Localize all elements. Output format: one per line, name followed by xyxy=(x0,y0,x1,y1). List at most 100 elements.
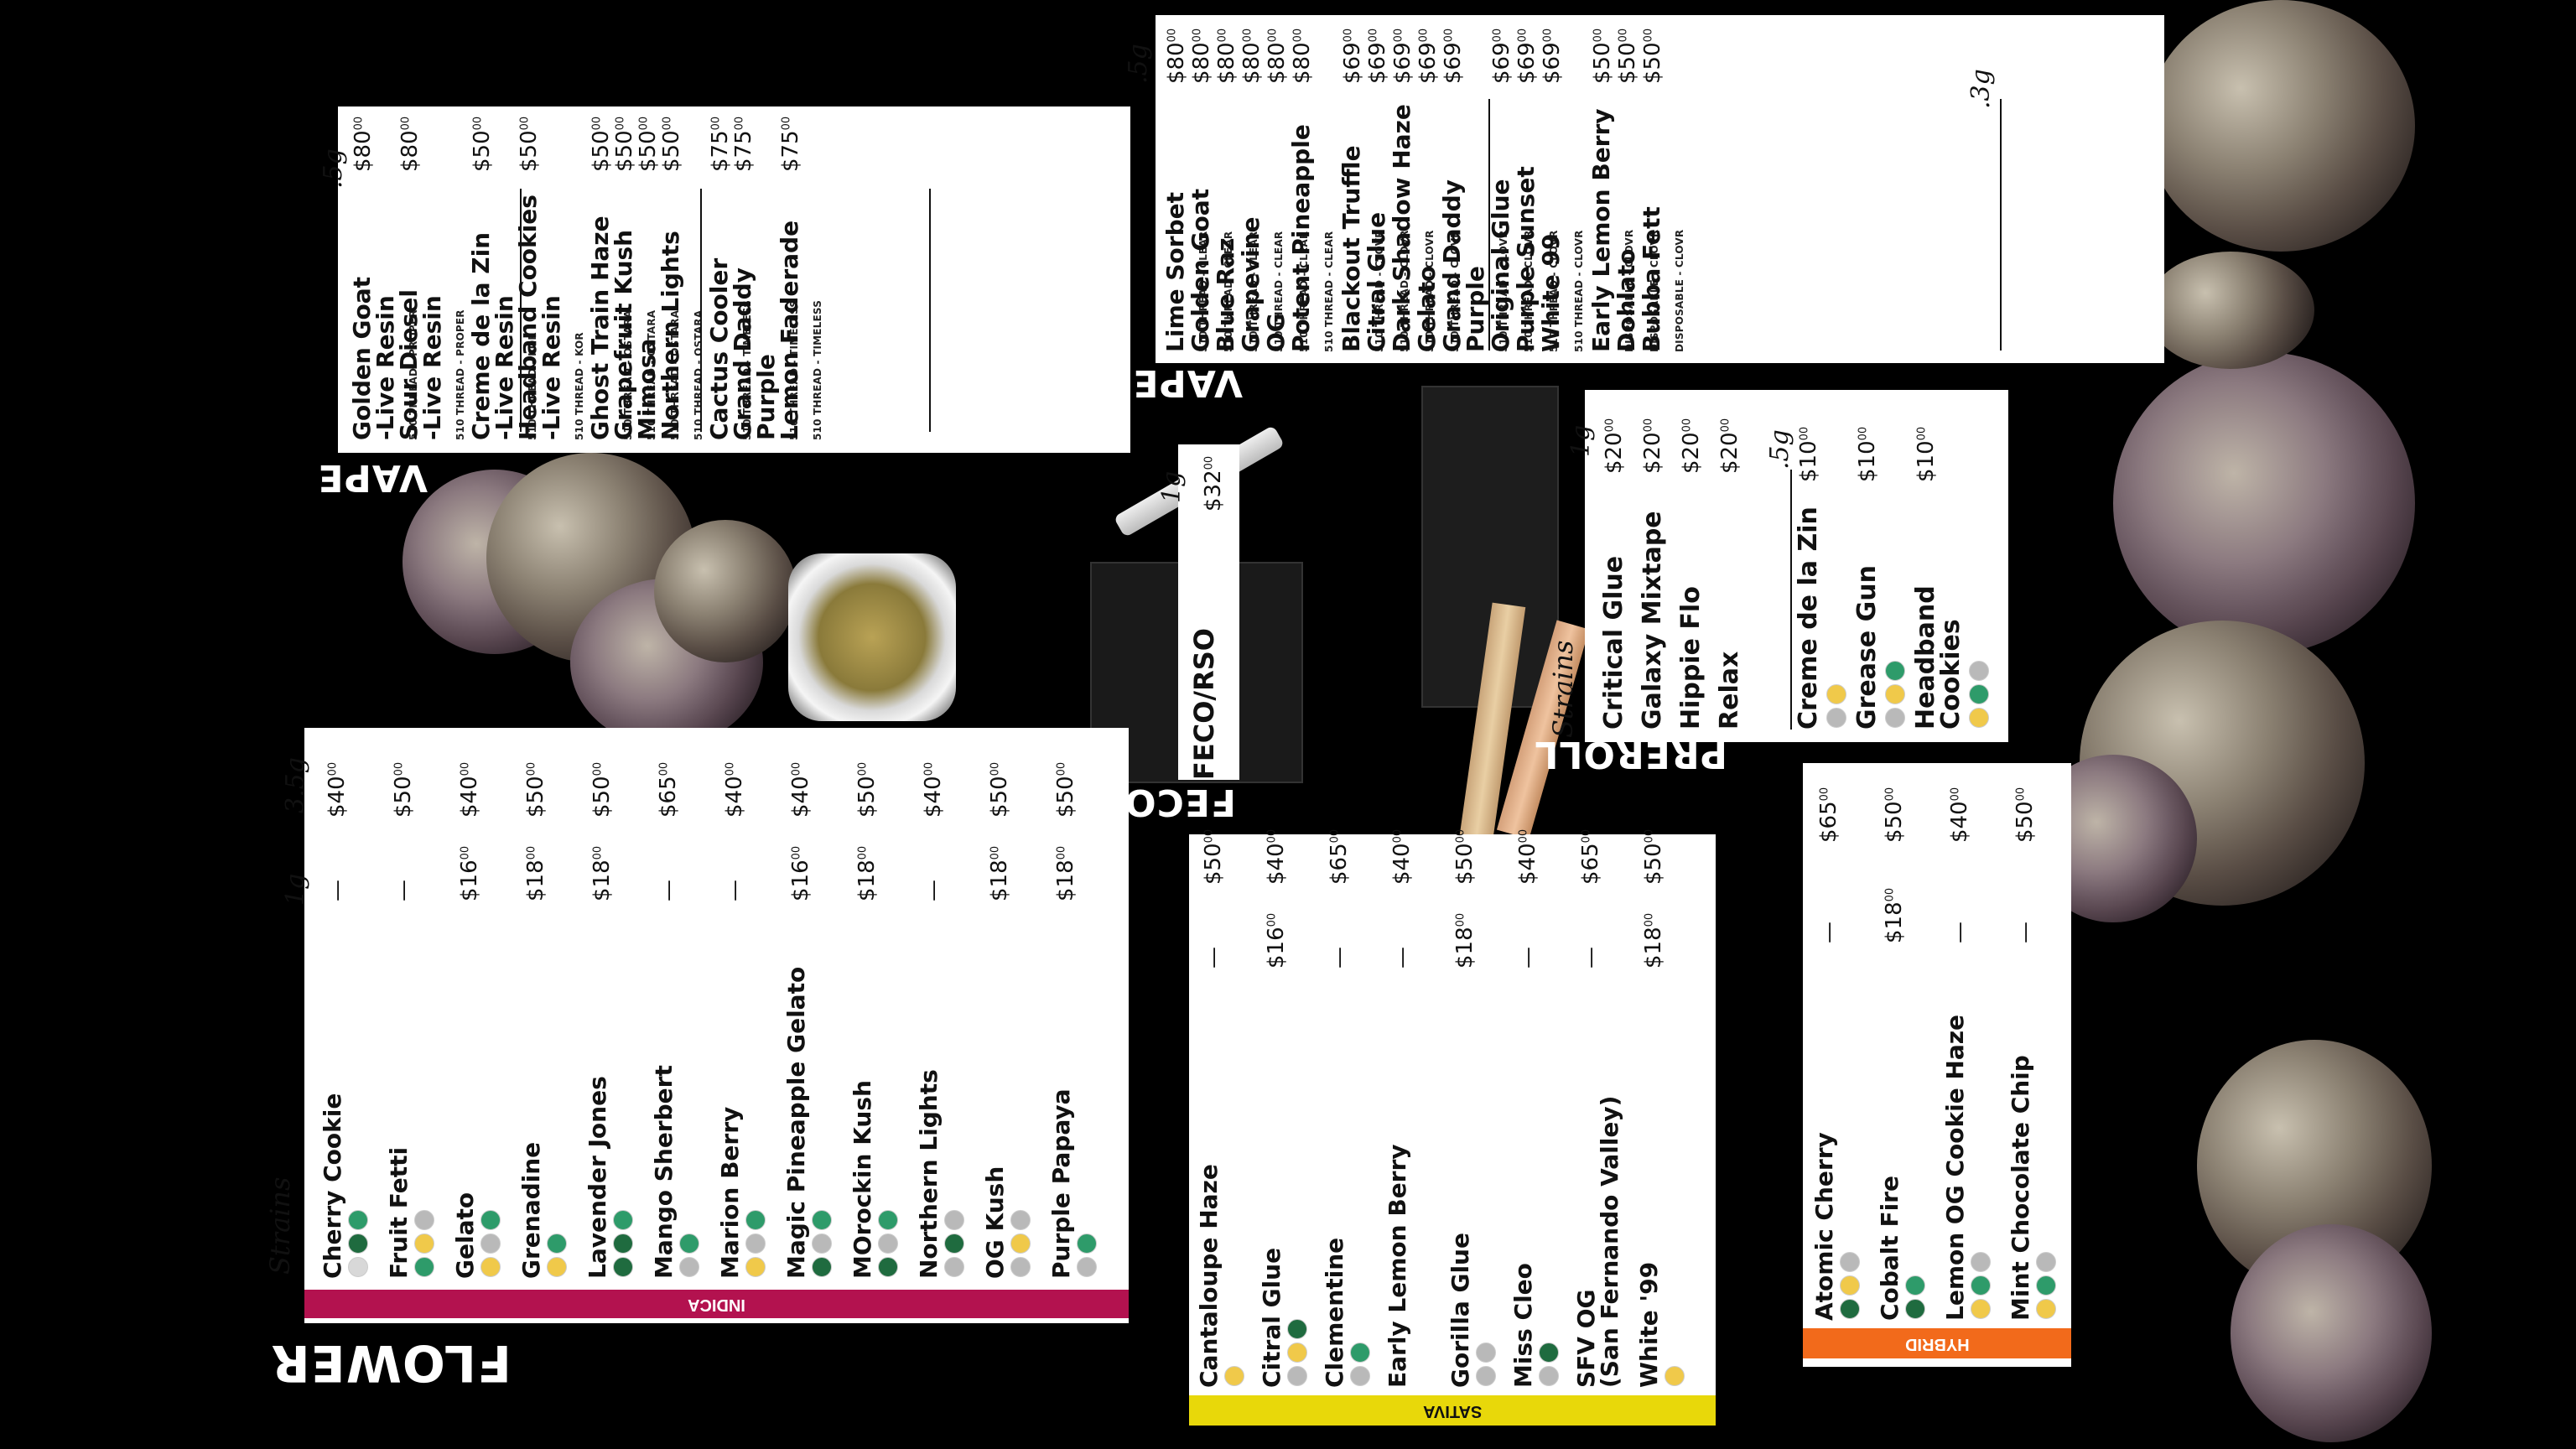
strain-name[interactable]: Fruit Fetti xyxy=(385,1147,413,1279)
vape-item[interactable]: Sour Diesel -Live Resin 510 THREAD - PROPE… xyxy=(395,289,468,440)
price-dollars: $18 xyxy=(1452,927,1478,969)
strain-name[interactable]: Atomic Cherry xyxy=(1810,1132,1838,1321)
grape-icon xyxy=(944,1210,964,1230)
leaf-icon xyxy=(348,1210,368,1230)
strain-name[interactable]: Mango Sherbert xyxy=(650,1065,678,1279)
strain-name[interactable]: Early Lemon Berry xyxy=(1384,1144,1411,1388)
vape-price: $5000 xyxy=(589,117,614,172)
price-1g: — xyxy=(1327,947,1352,969)
vape-item[interactable]: Bubba Fett DISPOSABLE - CLOVR xyxy=(1638,206,1687,352)
strain-name[interactable]: White '99 xyxy=(1635,1262,1663,1388)
preroll-price: $2000 xyxy=(1602,418,1627,474)
preroll-item[interactable]: Headband Cookies xyxy=(1911,585,1966,730)
price-cents: 00 xyxy=(1516,28,1530,43)
strain-name[interactable]: OG Kush xyxy=(981,1166,1009,1279)
strain-name[interactable]: Purple Papaya xyxy=(1047,1088,1075,1279)
vape-item[interactable]: Lemon Faderade 510 THREAD - TIMELESS xyxy=(776,221,825,440)
strain-name[interactable]: Northern Lights xyxy=(915,1069,943,1279)
price-dollars: $18 xyxy=(854,860,880,901)
strain-name[interactable]: Magic Pineapple Gelato xyxy=(782,967,810,1279)
tree-icon xyxy=(944,1233,964,1254)
price-dollars: $69 xyxy=(1390,42,1415,84)
price-3-5g: $4000 xyxy=(1947,787,1972,843)
vape-name: White 99 xyxy=(1537,233,1565,352)
strain-name-text: Grenadine xyxy=(517,1141,545,1279)
price-dollars: $50 xyxy=(612,130,637,172)
price-cents: 00 xyxy=(1883,887,1897,902)
price-3-5g: $5000 xyxy=(987,762,1012,818)
price-cents: 00 xyxy=(790,761,803,776)
strain-name[interactable]: Lavender Jones xyxy=(584,1076,611,1279)
preroll-item[interactable]: Hippie Flo xyxy=(1676,586,1706,730)
divider xyxy=(1790,470,1792,730)
strain-name[interactable]: MOrockin Kush xyxy=(849,1080,876,1279)
preroll-item[interactable]: Creme de la Zin xyxy=(1794,506,1823,730)
strain-name[interactable]: Miss Cleo xyxy=(1509,1263,1537,1388)
price-cents: 00 xyxy=(1643,828,1656,844)
strain-icons xyxy=(1969,659,1989,730)
vape-item[interactable]: Potent Pineapple 510 THREAD - CLEAR xyxy=(1287,124,1337,352)
grape-icon xyxy=(414,1210,434,1230)
strain-name[interactable]: Citral Glue xyxy=(1258,1248,1285,1388)
vape-name-line2: -Live Resin xyxy=(538,295,565,440)
strain-name[interactable]: Gelato xyxy=(451,1192,479,1279)
preroll-item[interactable]: Critical Glue xyxy=(1599,556,1628,730)
strain-icons xyxy=(1077,1232,1097,1279)
strain-name[interactable]: Mint Chocolate Chip xyxy=(2007,1055,2034,1321)
strain-name[interactable]: Lemon OG Cookie Haze xyxy=(1941,1015,1969,1321)
preroll-price: $1000 xyxy=(1914,427,1939,482)
tree-icon xyxy=(1840,1299,1860,1319)
price-cents: 00 xyxy=(1949,787,1962,802)
strain-name[interactable]: Clementine xyxy=(1321,1238,1348,1388)
strain-name[interactable]: Marion Berry xyxy=(716,1107,744,1279)
price-dash: — xyxy=(1327,947,1352,969)
strain-name-text: Cherry Cookie xyxy=(319,1093,346,1279)
price-dash: — xyxy=(1201,947,1226,969)
price-cents: 00 xyxy=(989,845,1002,860)
price-cents: 00 xyxy=(922,761,936,776)
price-cents: 00 xyxy=(657,761,671,776)
preroll-item[interactable]: Relax xyxy=(1715,652,1744,730)
hybrid-band-label: HYBRID xyxy=(1904,1334,1970,1353)
vape-name: Golden Goat xyxy=(1187,188,1214,352)
vape-name: Bubba Fett xyxy=(1638,206,1665,352)
weight-label-vape-left: .5g xyxy=(319,148,348,189)
price-cents: 00 xyxy=(1517,828,1530,844)
strain-name-text: Gelato xyxy=(451,1192,479,1279)
strain-icons xyxy=(1224,1364,1244,1388)
strain-icons xyxy=(613,1208,633,1279)
strain-name[interactable]: SFV OG (San Fernando Valley) xyxy=(1572,1096,1623,1388)
price-1g: — xyxy=(1578,947,1603,969)
divider xyxy=(2000,99,2002,351)
pineapple-icon xyxy=(414,1233,434,1254)
strain-name[interactable]: Cantaloupe Haze xyxy=(1195,1164,1223,1388)
price-cents: 00 xyxy=(856,845,870,860)
strain-icons xyxy=(1010,1208,1031,1279)
preroll-item[interactable]: Grease Gun xyxy=(1852,565,1882,730)
preroll-item[interactable]: Galaxy Mixtape xyxy=(1638,511,1667,730)
price-cents: 00 xyxy=(1191,28,1204,43)
section-title-vape-right: VAPE xyxy=(1132,361,1243,404)
vape-name: Dark Shadow Haze xyxy=(1388,104,1415,352)
strain-name[interactable]: Cobalt Fire xyxy=(1876,1176,1903,1321)
vape-item[interactable]: White 99 510 THREAD - CLOVR xyxy=(1537,230,1587,352)
price-cents: 00 xyxy=(1642,28,1655,43)
vape-item[interactable]: Northern Lights 510 THREAD - OSTARA xyxy=(657,231,706,440)
strain-name[interactable]: Cherry Cookie xyxy=(319,1093,346,1279)
pineapple-icon xyxy=(2036,1299,2056,1319)
flower-bud-image xyxy=(654,520,797,662)
strain-icons xyxy=(1840,1250,1860,1321)
vape-price: $6900 xyxy=(1415,29,1441,84)
price-1g: — xyxy=(325,880,350,901)
price-1g: $1600 xyxy=(1264,913,1289,969)
price-cents: 00 xyxy=(1454,828,1467,844)
strain-name[interactable]: Gorilla Glue xyxy=(1446,1233,1474,1388)
strain-name[interactable]: Grenadine xyxy=(517,1141,545,1279)
vape-item[interactable]: Headband Cookies -Live Resin 510 THREAD - … xyxy=(514,195,587,440)
price-cents: 00 xyxy=(724,761,737,776)
price-cents: 00 xyxy=(1454,912,1467,927)
price-3-5g: $4000 xyxy=(921,762,946,818)
flower-sativa-panel xyxy=(1189,834,1716,1426)
grape-icon xyxy=(1476,1343,1496,1363)
price-cents: 00 xyxy=(1592,28,1605,43)
